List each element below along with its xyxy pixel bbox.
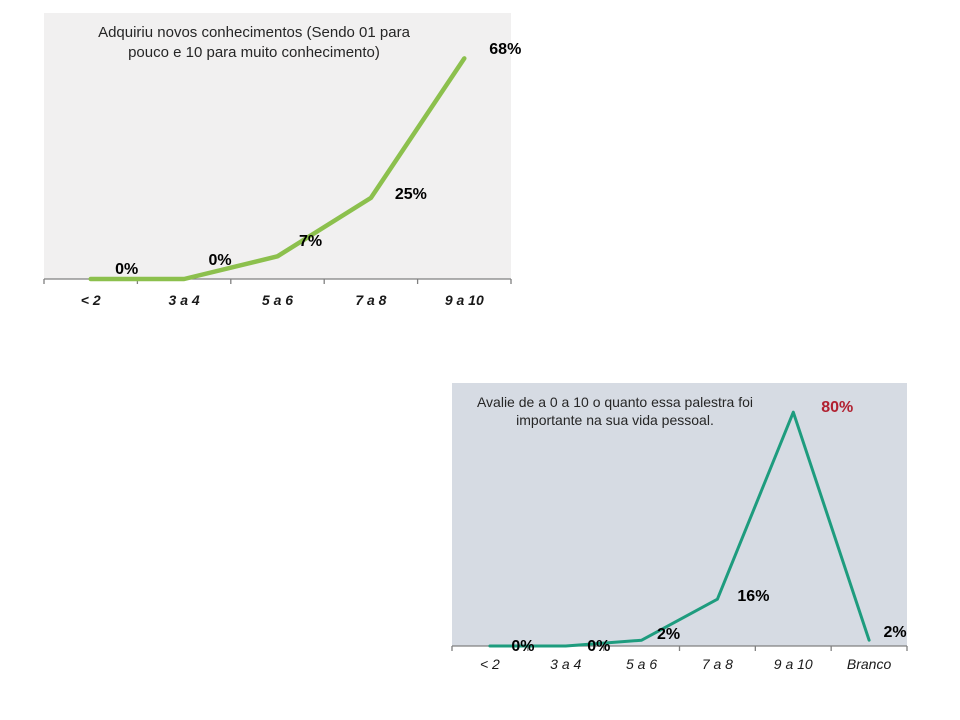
- data-label: 16%: [737, 588, 770, 606]
- chart-title: Avalie de a 0 a 10 o quanto essa palestr…: [476, 394, 754, 429]
- data-series-line: [88, 56, 467, 282]
- x-axis-category-label: 9 a 10: [773, 656, 813, 672]
- data-label: 80%: [821, 399, 854, 417]
- data-series-line: [488, 410, 871, 648]
- data-label: 68%: [489, 41, 522, 59]
- x-axis-category-label: 5 a 6: [261, 292, 294, 308]
- data-label: 2%: [657, 626, 681, 644]
- x-axis-category-label: < 2: [479, 656, 500, 672]
- x-axis-category-label: Branco: [846, 656, 892, 672]
- x-axis-category-label: < 2: [80, 292, 101, 308]
- x-axis-category-label: 9 a 10: [444, 292, 484, 308]
- data-label: 0%: [587, 638, 611, 655]
- plot-area: [452, 383, 907, 646]
- line-chart-svg: [451, 410, 908, 651]
- data-label: 0%: [115, 261, 139, 278]
- data-label: 2%: [883, 624, 907, 642]
- x-axis-category-label: 7 a 8: [701, 656, 733, 672]
- line-chart-svg: [43, 56, 512, 284]
- x-axis-category-label: 5 a 6: [626, 656, 658, 672]
- x-axis-category-label: 7 a 8: [355, 292, 387, 308]
- data-label: 25%: [394, 185, 427, 203]
- plot-area: [44, 13, 511, 279]
- chart-title: Adquiriu novos conhecimentos (Sendo 01 p…: [98, 24, 410, 61]
- x-axis-category-label: 3 a 4: [168, 292, 200, 308]
- x-axis-category-label: 3 a 4: [550, 656, 582, 672]
- data-label: 7%: [298, 233, 323, 251]
- data-label: 0%: [511, 638, 535, 655]
- data-label: 0%: [208, 252, 232, 269]
